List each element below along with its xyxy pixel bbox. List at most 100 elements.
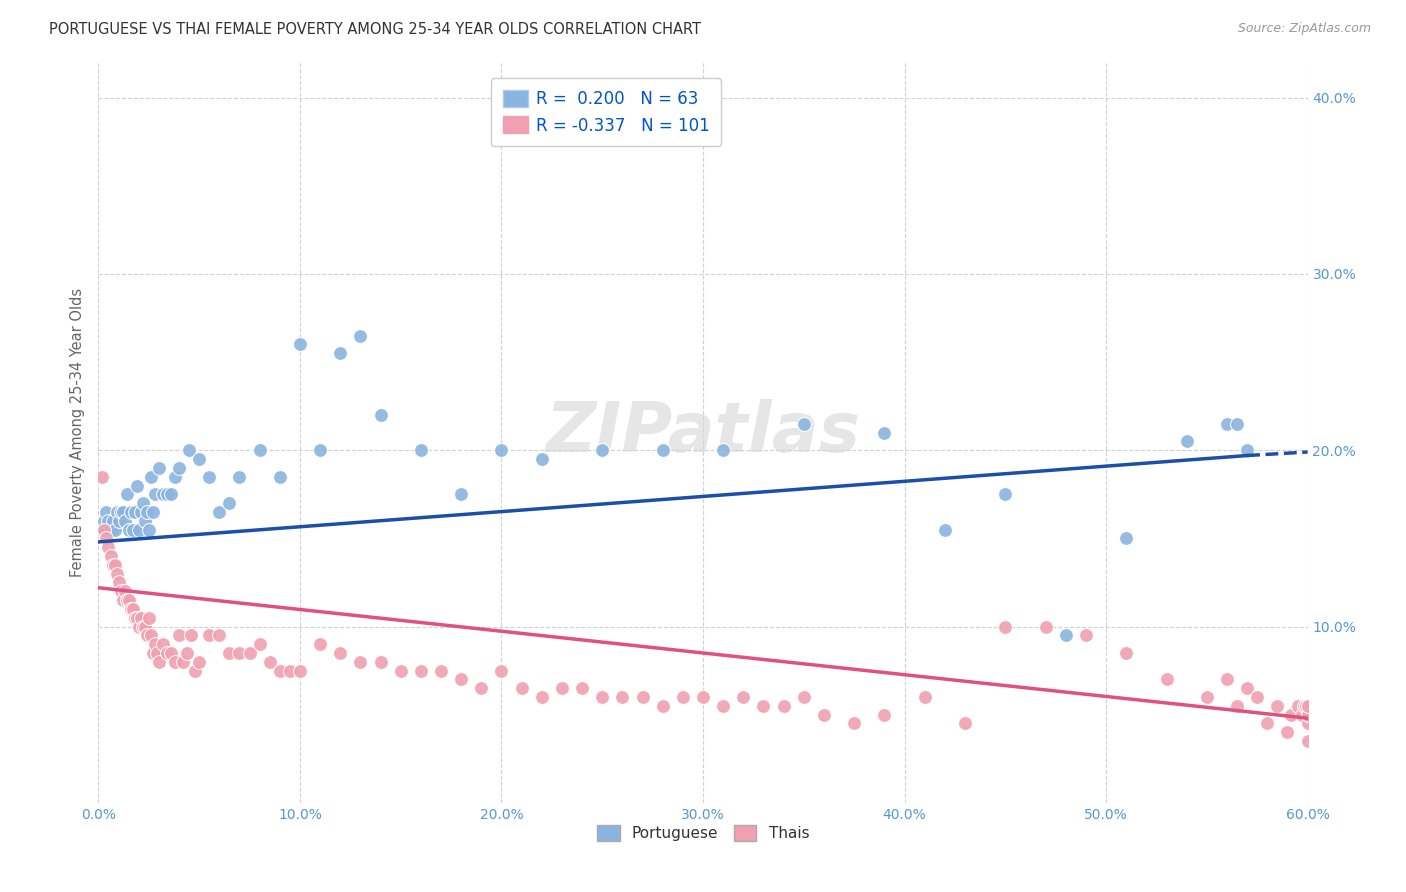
Point bbox=[125, 610, 148, 624]
Point bbox=[844, 716, 866, 731]
Point bbox=[349, 328, 371, 343]
Point bbox=[259, 655, 281, 669]
Point bbox=[994, 619, 1017, 633]
Point bbox=[1286, 698, 1309, 713]
Point bbox=[873, 707, 896, 722]
Point bbox=[491, 443, 513, 458]
Point bbox=[142, 646, 165, 660]
Point bbox=[530, 452, 553, 467]
Point bbox=[167, 461, 190, 475]
Point bbox=[228, 469, 250, 483]
Point bbox=[772, 698, 794, 713]
Point bbox=[239, 646, 262, 660]
Point bbox=[208, 505, 231, 519]
Point bbox=[198, 628, 221, 642]
Point bbox=[692, 690, 714, 704]
Point bbox=[1236, 681, 1258, 696]
Point bbox=[107, 514, 129, 528]
Point bbox=[349, 655, 371, 669]
Point bbox=[370, 408, 392, 422]
Point bbox=[430, 664, 453, 678]
Point bbox=[138, 523, 160, 537]
Point bbox=[100, 549, 122, 563]
Point bbox=[1074, 628, 1097, 642]
Point bbox=[93, 523, 115, 537]
Point bbox=[813, 707, 835, 722]
Y-axis label: Female Poverty Among 25-34 Year Olds: Female Poverty Among 25-34 Year Olds bbox=[69, 288, 84, 577]
Point bbox=[1281, 707, 1303, 722]
Point bbox=[115, 487, 138, 501]
Point bbox=[179, 443, 201, 458]
Point bbox=[1296, 716, 1319, 731]
Point bbox=[97, 540, 120, 554]
Point bbox=[128, 619, 150, 633]
Point bbox=[91, 469, 114, 483]
Point bbox=[591, 690, 613, 704]
Point bbox=[1296, 734, 1319, 748]
Point bbox=[491, 664, 513, 678]
Point bbox=[1226, 417, 1249, 431]
Point bbox=[571, 681, 593, 696]
Point bbox=[188, 655, 211, 669]
Point bbox=[218, 646, 240, 660]
Point bbox=[163, 469, 186, 483]
Point bbox=[934, 523, 956, 537]
Point bbox=[752, 698, 775, 713]
Point bbox=[1216, 417, 1239, 431]
Point bbox=[249, 637, 271, 651]
Point bbox=[409, 443, 432, 458]
Point bbox=[172, 655, 194, 669]
Point bbox=[128, 523, 150, 537]
Point bbox=[1292, 698, 1315, 713]
Point bbox=[1175, 434, 1198, 449]
Point bbox=[134, 619, 156, 633]
Point bbox=[96, 505, 118, 519]
Point bbox=[1256, 716, 1278, 731]
Point bbox=[409, 664, 432, 678]
Point bbox=[118, 593, 141, 607]
Point bbox=[530, 690, 553, 704]
Point bbox=[793, 690, 815, 704]
Point bbox=[672, 690, 695, 704]
Point bbox=[278, 664, 301, 678]
Point bbox=[138, 610, 160, 624]
Point bbox=[107, 575, 129, 590]
Point bbox=[160, 487, 183, 501]
Point bbox=[124, 505, 146, 519]
Point bbox=[152, 487, 174, 501]
Point bbox=[100, 523, 122, 537]
Point bbox=[329, 346, 352, 360]
Point bbox=[103, 558, 125, 572]
Point bbox=[1115, 532, 1137, 546]
Point bbox=[591, 443, 613, 458]
Point bbox=[111, 593, 134, 607]
Point bbox=[103, 523, 125, 537]
Point bbox=[470, 681, 492, 696]
Point bbox=[733, 690, 755, 704]
Point bbox=[129, 610, 152, 624]
Point bbox=[510, 681, 533, 696]
Point bbox=[118, 523, 141, 537]
Point bbox=[160, 646, 183, 660]
Point bbox=[631, 690, 654, 704]
Point bbox=[1236, 443, 1258, 458]
Point bbox=[711, 443, 734, 458]
Point bbox=[184, 664, 207, 678]
Point bbox=[1156, 673, 1178, 687]
Point bbox=[1267, 698, 1289, 713]
Point bbox=[389, 664, 412, 678]
Point bbox=[134, 514, 156, 528]
Point bbox=[288, 664, 311, 678]
Point bbox=[1246, 690, 1268, 704]
Point bbox=[167, 628, 190, 642]
Point bbox=[914, 690, 936, 704]
Point bbox=[124, 610, 146, 624]
Point bbox=[142, 505, 165, 519]
Point bbox=[269, 664, 291, 678]
Point bbox=[370, 655, 392, 669]
Point bbox=[105, 566, 128, 581]
Point bbox=[176, 646, 198, 660]
Point bbox=[97, 514, 120, 528]
Point bbox=[1226, 698, 1249, 713]
Point bbox=[125, 478, 148, 492]
